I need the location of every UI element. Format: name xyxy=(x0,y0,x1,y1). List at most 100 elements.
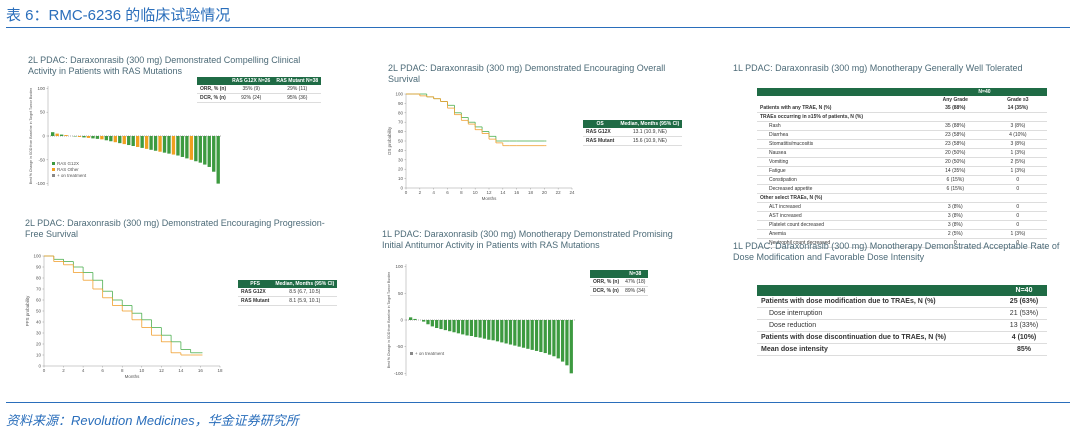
y-tick-label: 40 xyxy=(398,148,404,153)
x-tick-label: 0 xyxy=(43,368,46,373)
bar xyxy=(534,320,539,351)
table-cell: 0 xyxy=(1016,204,1020,210)
bar xyxy=(176,136,180,156)
table-cell: Platelet count decreased xyxy=(769,222,825,228)
footer-source: 资料来源：Revolution Medicines，华金证券研究所 xyxy=(6,413,299,428)
y-tick-label: 10 xyxy=(398,176,404,181)
table-cell: 13.1 (10.9, NE) xyxy=(632,129,667,135)
x-tick-label: 4 xyxy=(82,368,85,373)
bar xyxy=(469,320,474,336)
table-cell: ORR, % (n) xyxy=(593,279,620,285)
table-row: DCR, % (n) 92% (24) 95% (36) xyxy=(197,94,322,103)
table-cell: Decreased appetite xyxy=(769,186,813,192)
table-cell: 35 (88%) xyxy=(945,105,966,111)
bar xyxy=(465,320,469,336)
bar xyxy=(556,320,560,359)
y-tick-label: 70 xyxy=(398,120,404,125)
y-tick-label: -100 xyxy=(394,371,404,376)
table-cell: Patients with dose modification due to T… xyxy=(761,298,936,305)
bar xyxy=(521,320,526,348)
table-cell: 6 (15%) xyxy=(946,186,965,192)
bar xyxy=(452,320,456,333)
bar xyxy=(565,320,569,366)
table-row: Decreased appetite 6 (15%) 0 xyxy=(757,185,1047,194)
table-row: Mean dose intensity 85% xyxy=(757,344,1047,356)
table-cell: 0 xyxy=(1016,213,1020,219)
table-cell: 92% (24) xyxy=(241,95,262,101)
table-cell: 23 (58%) xyxy=(945,132,966,138)
bar xyxy=(212,136,216,172)
table-cell: TRAEs occurring in ≥15% of patients, N (… xyxy=(760,114,864,120)
table-cell: Neutrophil count decreased xyxy=(769,240,831,246)
bar xyxy=(461,320,465,335)
table-cell: 3 (8%) xyxy=(1010,123,1026,129)
y-tick-label: 100 xyxy=(395,92,403,97)
y-axis-label: PFS probability xyxy=(25,295,30,326)
table-cell: 29% (11) xyxy=(287,86,308,92)
header-row: N=38 xyxy=(590,270,649,278)
x-axis-label: Months xyxy=(125,374,141,379)
panel-title: 1L PDAC: Daraxonrasib (300 mg) Monothera… xyxy=(382,229,673,250)
header-cell: PFS xyxy=(238,280,273,288)
table-cell: Rash xyxy=(769,123,781,129)
table-cell: 0 xyxy=(953,240,957,246)
table-cell: Patients with dose discontinuation due t… xyxy=(761,334,947,341)
header-row: RAS G12X N=26 RAS Mutant N=38 xyxy=(197,77,322,85)
bar xyxy=(439,320,443,330)
legend-swatch xyxy=(52,174,55,177)
table-cell: 3 (8%) xyxy=(947,213,963,219)
legend-swatch xyxy=(52,162,55,165)
legend-swatch xyxy=(410,352,413,355)
bar xyxy=(443,320,447,331)
y-tick-label: 20 xyxy=(36,342,42,347)
y-tick-label: 0 xyxy=(400,186,403,191)
y-tick-label: 60 xyxy=(398,129,404,134)
x-axis-label: Months xyxy=(482,196,498,201)
bar xyxy=(180,136,185,157)
bar xyxy=(131,136,135,146)
table-cell: 0 xyxy=(1016,177,1020,183)
panel-title: 2L PDAC: Daraxonrasib (300 mg) Demonstra… xyxy=(388,63,666,84)
y-axis-label: Best % Change in SOD from Baseline in Ta… xyxy=(29,88,33,184)
table-row: DCR, % (n) 89% (34) xyxy=(590,287,649,296)
x-tick-label: 0 xyxy=(405,190,408,195)
data-table: N=40 Any Grade Grade ≥3 Patients with any T… xyxy=(757,88,1047,248)
panel-title: 1L PDAC: Daraxonrasib (300 mg) Monothera… xyxy=(733,63,1023,73)
table-cell: 25 (63%) xyxy=(1009,298,1039,305)
bar xyxy=(448,320,452,332)
cell xyxy=(757,96,922,104)
data-table: PFS Median, Months (95% CI) RAS G12X 8.5 (6… xyxy=(238,280,338,306)
table-row: Neutrophil count decreased 0 0 xyxy=(757,239,1047,248)
y-tick-label: 30 xyxy=(398,157,404,162)
header-cell xyxy=(757,285,1001,296)
bar xyxy=(185,136,189,159)
table-row: TRAEs occurring in ≥15% of patients, N (… xyxy=(757,113,1047,122)
bar xyxy=(113,136,117,143)
x-tick-label: 14 xyxy=(500,190,506,195)
panel-title: 1L PDAC: Daraxonrasib (300 mg) Monothera… xyxy=(733,241,1060,262)
table-cell: 0 xyxy=(1016,186,1020,192)
bar xyxy=(482,320,487,339)
table-cell: Dose reduction xyxy=(769,322,817,329)
table-cell: 2 (5%) xyxy=(1010,159,1026,165)
table-row: AST increased 3 (8%) 0 xyxy=(757,212,1047,221)
bar xyxy=(409,317,413,320)
table-row: ORR, % (n) 47% (18) xyxy=(590,278,649,287)
header-title: 表 6：RMC-6236 的临床试验情况 xyxy=(6,7,231,24)
y-tick-label: 90 xyxy=(36,265,42,270)
x-tick-label: 6 xyxy=(446,190,449,195)
x-tick-label: 6 xyxy=(101,368,104,373)
table-cell: DCR, % (n) xyxy=(593,288,619,294)
header-cell: RAS G12X N=26 xyxy=(229,77,274,85)
table-cell: RAS G12X xyxy=(586,129,611,135)
table-cell: 1 (3%) xyxy=(1010,168,1026,174)
y-tick-label: 50 xyxy=(398,291,404,296)
x-tick-label: 2 xyxy=(62,368,65,373)
table-cell: DCR, % (n) xyxy=(200,95,226,101)
y-tick-label: 90 xyxy=(398,101,404,106)
table-row: Anemia 2 (5%) 1 (3%) xyxy=(757,230,1047,239)
bar xyxy=(569,320,573,374)
x-tick-label: 20 xyxy=(542,190,548,195)
